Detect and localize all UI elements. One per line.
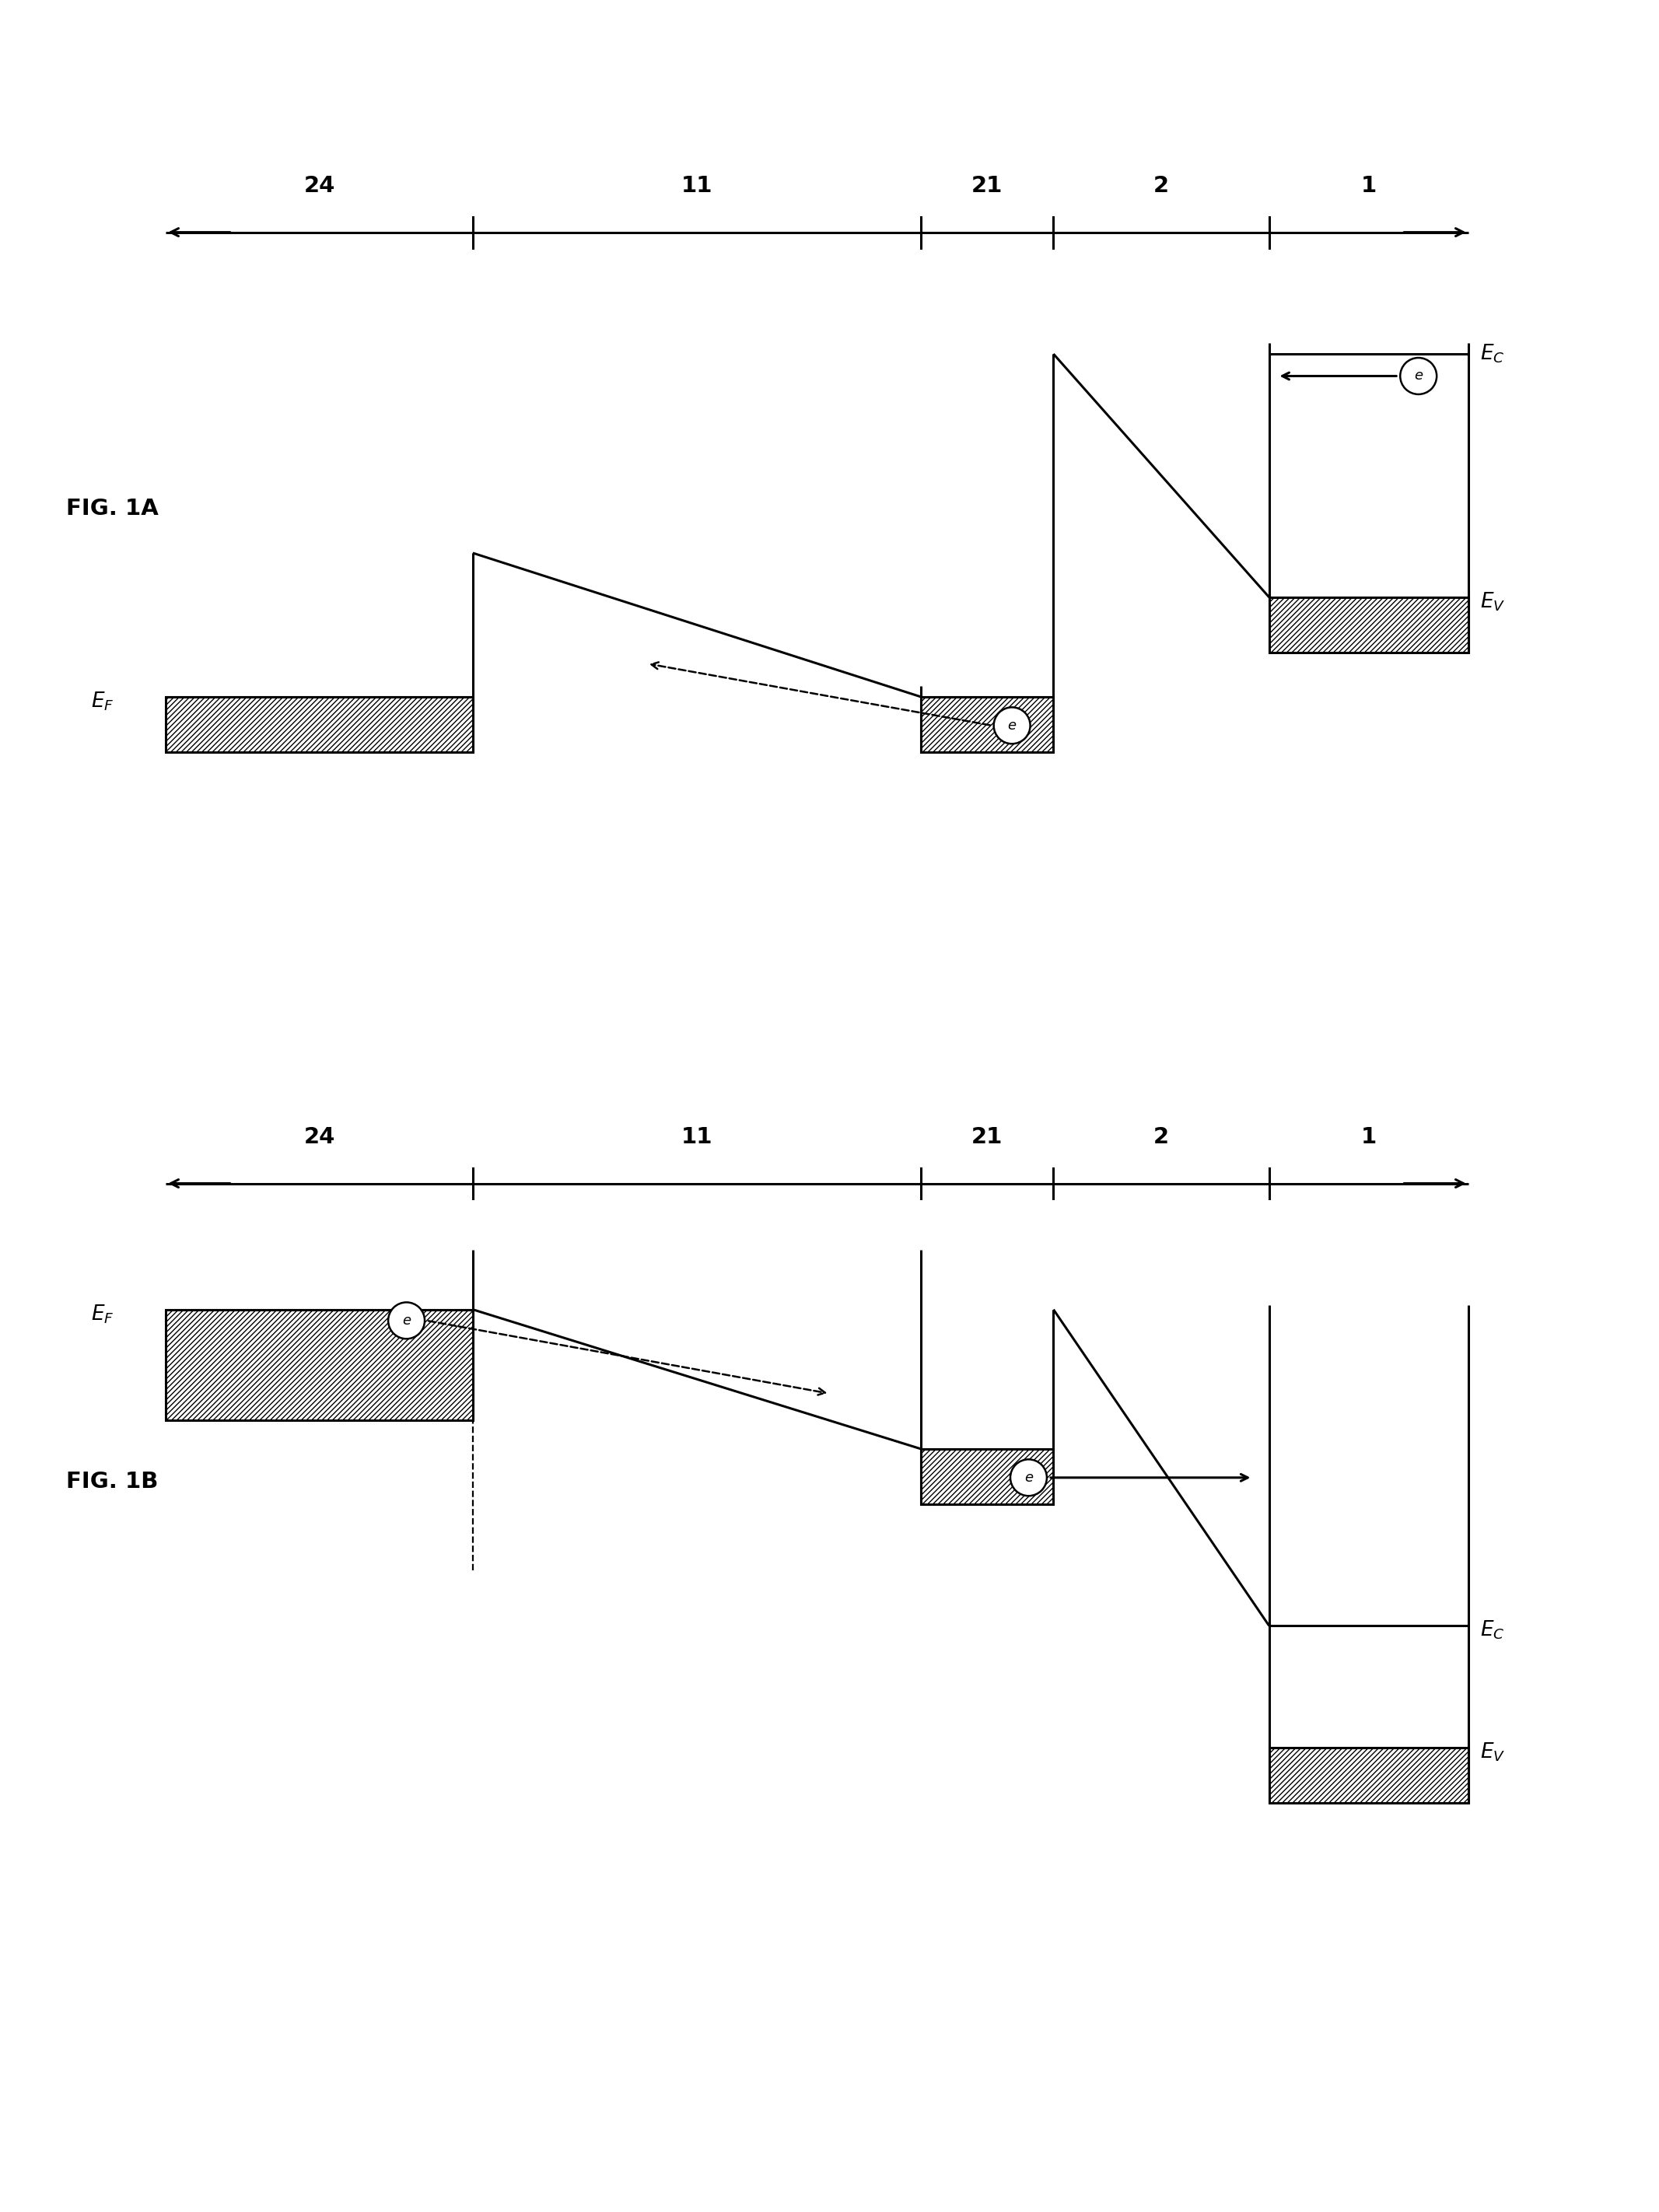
Text: $E_F$: $E_F$ [91,690,114,712]
Text: $E_C$: $E_C$ [1480,343,1505,365]
Text: 24: 24 [304,175,335,197]
Text: $E_V$: $E_V$ [1480,591,1505,613]
Bar [921,1449,1053,1504]
Text: e: e [1024,1471,1034,1484]
Text: e: e [1413,369,1423,383]
Text: 1: 1 [1360,175,1377,197]
Text: 24: 24 [304,1126,335,1148]
Ellipse shape [1010,1460,1047,1495]
Text: $E_F$: $E_F$ [91,1303,114,1325]
Ellipse shape [1400,358,1437,394]
Text: $E_C$: $E_C$ [1480,1619,1505,1641]
Ellipse shape [994,708,1030,743]
Text: 11: 11 [682,1126,712,1148]
Bar [1269,597,1468,653]
Ellipse shape [388,1303,425,1338]
Text: 2: 2 [1153,1126,1170,1148]
Bar [921,697,1053,752]
Bar [166,697,473,752]
Text: 21: 21 [972,1126,1002,1148]
Text: 2: 2 [1153,175,1170,197]
Bar [166,1310,473,1420]
Bar [1269,1747,1468,1803]
Text: FIG. 1B: FIG. 1B [66,1471,158,1493]
Text: 1: 1 [1360,1126,1377,1148]
Text: e: e [1007,719,1017,732]
Text: 21: 21 [972,175,1002,197]
Text: e: e [401,1314,411,1327]
Text: FIG. 1A: FIG. 1A [66,498,159,520]
Text: 11: 11 [682,175,712,197]
Text: $E_V$: $E_V$ [1480,1741,1505,1763]
